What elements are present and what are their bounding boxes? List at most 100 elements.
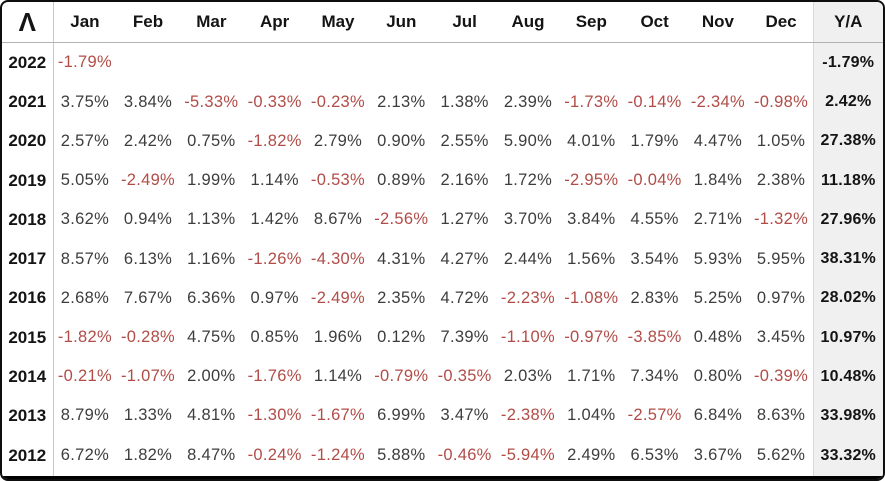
annual-return-cell: 27.96% bbox=[812, 200, 883, 240]
monthly-return-cell: -1.76% bbox=[247, 367, 302, 386]
monthly-return-cell: 2.55% bbox=[440, 131, 489, 150]
monthly-return-cell: 4.72% bbox=[440, 288, 489, 307]
table-row: 2018 3.62% 0.94% 1.13% 1.42% 8.67% -2.56% 1.27%… bbox=[2, 200, 883, 240]
monthly-return-cell: 2.57% bbox=[60, 131, 110, 150]
monthly-return-cell: 2.44% bbox=[503, 249, 553, 268]
monthly-return-cell: 1.79% bbox=[630, 131, 679, 150]
monthly-return-cell: 0.97% bbox=[250, 288, 299, 307]
monthly-return-cell: -0.04% bbox=[627, 171, 682, 190]
monthly-return-cell: 2.83% bbox=[630, 288, 679, 307]
monthly-return-cell: 6.36% bbox=[187, 288, 236, 307]
monthly-return-cell: 2.68% bbox=[60, 288, 110, 307]
monthly-return-cell bbox=[433, 43, 496, 83]
monthly-return-cell: -1.73% bbox=[564, 92, 619, 111]
monthly-return-cell: 2.71% bbox=[693, 210, 743, 229]
table-body: 2022 -1.79% -1.79% 2021 3.75% 3.84% -5.33% -0.3… bbox=[2, 42, 883, 478]
year-label: 2019 bbox=[2, 161, 54, 201]
month-column-header: Oct bbox=[622, 2, 687, 43]
monthly-return-cell: -2.23% bbox=[500, 288, 555, 307]
monthly-return-cell: 0.89% bbox=[377, 171, 426, 190]
monthly-return-cell: -0.14% bbox=[627, 92, 682, 111]
monthly-return-cell: 2.49% bbox=[567, 446, 616, 465]
year-label: 2020 bbox=[2, 121, 54, 162]
year-label: 2015 bbox=[2, 317, 54, 358]
monthly-return-cell: 5.93% bbox=[693, 249, 743, 268]
monthly-return-cell: 5.90% bbox=[503, 131, 553, 150]
annual-column-header: Y/A bbox=[812, 2, 883, 43]
monthly-return-cell: -0.98% bbox=[754, 92, 809, 111]
monthly-return-cell: -0.97% bbox=[564, 328, 619, 347]
monthly-return-cell: 1.84% bbox=[693, 171, 743, 190]
monthly-return-cell: 5.25% bbox=[693, 288, 743, 307]
monthly-return-cell: -1.82% bbox=[247, 131, 302, 150]
monthly-return-cell: -0.46% bbox=[437, 446, 492, 465]
monthly-return-cell: 0.75% bbox=[187, 131, 236, 150]
table-row: 2021 3.75% 3.84% -5.33% -0.33% -0.23% 2.13% 1.3… bbox=[2, 82, 883, 122]
monthly-return-cell: 3.47% bbox=[440, 406, 489, 425]
monthly-return-cell: -0.35% bbox=[437, 367, 492, 386]
monthly-return-cell: -2.38% bbox=[500, 406, 555, 425]
month-column-header: Dec bbox=[749, 2, 813, 43]
monthly-return-cell: 4.27% bbox=[440, 249, 489, 268]
monthly-return-cell: 3.84% bbox=[123, 92, 173, 111]
monthly-return-cell: -2.49% bbox=[310, 288, 366, 307]
monthly-return-cell: 1.13% bbox=[187, 210, 236, 229]
monthly-return-cell bbox=[686, 43, 749, 83]
monthly-return-cell: -0.39% bbox=[754, 367, 809, 386]
monthly-return-cell: 1.04% bbox=[567, 406, 616, 425]
month-column-header: Aug bbox=[496, 2, 560, 43]
annual-return-cell: 28.02% bbox=[812, 278, 883, 318]
year-label: 2016 bbox=[2, 278, 54, 318]
monthly-return-cell: 2.39% bbox=[503, 92, 553, 111]
monthly-return-cell: 8.79% bbox=[60, 406, 110, 425]
annual-return-cell: 33.98% bbox=[812, 396, 883, 436]
monthly-return-cell: 1.42% bbox=[250, 210, 299, 229]
monthly-return-cell: -0.33% bbox=[247, 92, 302, 111]
monthly-return-cell: -1.26% bbox=[247, 249, 302, 268]
monthly-return-cell: -0.21% bbox=[57, 367, 112, 386]
monthly-return-cell: 4.81% bbox=[187, 406, 236, 425]
monthly-return-cell: 3.75% bbox=[60, 92, 110, 111]
monthly-return-cell: -0.24% bbox=[247, 446, 302, 465]
monthly-return-cell: -0.23% bbox=[310, 92, 366, 111]
month-column-header: Feb bbox=[116, 2, 180, 43]
year-label: 2013 bbox=[2, 396, 54, 436]
table-row: 2014 -0.21% -1.07% 2.00% -1.76% 1.14% -0.79% -0… bbox=[2, 357, 883, 397]
monthly-return-cell: 3.84% bbox=[567, 210, 616, 229]
annual-return-cell: 33.32% bbox=[812, 435, 883, 478]
monthly-return-cell: -1.32% bbox=[754, 210, 809, 229]
year-label: 2017 bbox=[2, 239, 54, 279]
monthly-return-cell: 5.88% bbox=[377, 446, 426, 465]
monthly-return-cell: 7.39% bbox=[440, 328, 489, 347]
monthly-return-cell bbox=[750, 43, 813, 83]
monthly-return-cell bbox=[243, 43, 306, 83]
monthly-return-cell bbox=[496, 43, 559, 83]
monthly-return-cell: 7.67% bbox=[123, 288, 173, 307]
monthly-return-cell: 3.54% bbox=[630, 249, 679, 268]
monthly-return-cell: 2.00% bbox=[187, 367, 236, 386]
annual-return-cell: 10.97% bbox=[812, 317, 883, 358]
monthly-return-cell: -2.95% bbox=[564, 171, 619, 190]
monthly-return-cell: -2.34% bbox=[690, 92, 745, 111]
monthly-return-cell: 1.27% bbox=[440, 210, 489, 229]
monthly-return-cell: 2.16% bbox=[440, 171, 489, 190]
monthly-return-cell: 1.82% bbox=[123, 446, 173, 465]
monthly-return-cell: 4.01% bbox=[567, 131, 616, 150]
monthly-return-cell: 2.79% bbox=[313, 131, 363, 150]
monthly-return-cell bbox=[180, 43, 243, 83]
table-row: 2012 6.72% 1.82% 8.47% -0.24% -1.24% 5.88% -0.4… bbox=[2, 435, 883, 478]
monthly-return-cell: 6.53% bbox=[630, 446, 679, 465]
monthly-return-cell: -1.30% bbox=[247, 406, 302, 425]
table-header: Λ Jan Feb Mar Apr May Jun Jul Aug Sep Oct Nov Dec Y/… bbox=[2, 2, 883, 43]
table-row: 2013 8.79% 1.33% 4.81% -1.30% -1.67% 6.99% 3.47… bbox=[2, 396, 883, 436]
monthly-return-cell: -1.82% bbox=[57, 328, 112, 347]
monthly-return-cell: 5.62% bbox=[756, 446, 806, 465]
year-label: 2022 bbox=[2, 42, 54, 83]
annual-return-cell: 38.31% bbox=[812, 239, 883, 279]
month-column-header: Nov bbox=[686, 2, 750, 43]
month-column-header: Jul bbox=[432, 2, 497, 43]
monthly-return-cell: 4.55% bbox=[630, 210, 679, 229]
monthly-return-cell: 1.16% bbox=[187, 249, 236, 268]
monthly-return-cell: 4.75% bbox=[187, 328, 236, 347]
monthly-return-cell: -1.07% bbox=[120, 367, 176, 386]
